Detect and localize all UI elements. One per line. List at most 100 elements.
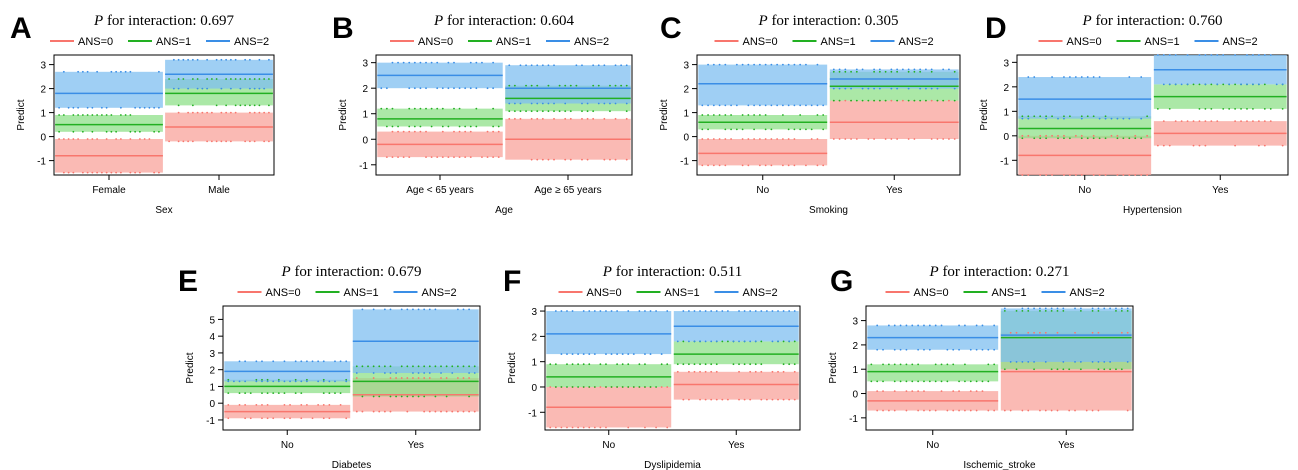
data-point — [907, 87, 910, 90]
data-point — [124, 114, 127, 116]
data-point — [942, 68, 945, 71]
data-point — [934, 324, 937, 327]
data-point — [1168, 83, 1171, 86]
plot-frame — [544, 305, 801, 431]
data-point — [554, 363, 557, 366]
data-point — [710, 340, 713, 343]
data-point — [632, 353, 635, 355]
data-point — [328, 380, 331, 383]
data-point — [513, 102, 516, 105]
data-point — [930, 87, 933, 90]
data-point — [334, 360, 336, 363]
data-point — [701, 114, 704, 116]
data-point — [878, 99, 881, 102]
data-point — [564, 102, 567, 105]
data-point — [1126, 409, 1129, 412]
data-point — [1252, 107, 1254, 110]
data-point — [110, 130, 113, 133]
data-point — [822, 104, 825, 107]
data-point — [215, 104, 218, 107]
data-point — [1246, 120, 1248, 123]
data-point — [975, 324, 978, 327]
data-point — [560, 386, 563, 388]
data-point — [577, 386, 580, 388]
data-point — [730, 104, 732, 107]
y-tick-label: 1 — [40, 109, 46, 120]
data-point — [730, 138, 732, 140]
data-point — [536, 64, 539, 67]
data-point — [249, 417, 252, 420]
data-point — [861, 87, 864, 90]
data-point — [582, 386, 585, 388]
data-point — [844, 68, 847, 71]
data-point — [1122, 117, 1125, 120]
data-point — [850, 99, 852, 102]
data-point — [771, 310, 774, 312]
data-point — [225, 140, 228, 143]
data-point — [776, 138, 779, 140]
data-point — [289, 380, 291, 383]
data-point — [948, 138, 950, 140]
data-point — [876, 380, 879, 383]
data-point — [1044, 331, 1047, 334]
data-point — [447, 125, 450, 128]
panel-a: A P for interaction: 0.697 ANS=0 ANS=1 ANS=2… — [10, 12, 275, 216]
data-point — [620, 64, 623, 67]
data-point — [391, 156, 394, 159]
data-point — [1092, 115, 1095, 118]
data-point — [58, 138, 60, 140]
data-point — [1027, 307, 1030, 310]
data-point — [553, 102, 555, 105]
data-point — [253, 78, 256, 80]
data-point — [923, 409, 925, 412]
y-tick-label: 1 — [362, 110, 368, 121]
data-point — [1033, 137, 1036, 140]
data-point — [227, 378, 230, 381]
data-point — [385, 87, 388, 90]
data-point — [1097, 309, 1100, 312]
ci-band-ans1 — [377, 108, 503, 127]
data-point — [191, 140, 194, 143]
data-points — [227, 378, 348, 395]
data-point — [1051, 115, 1053, 118]
data-point — [525, 110, 527, 113]
data-point — [1103, 307, 1106, 310]
data-point — [987, 363, 990, 366]
data-point — [810, 138, 813, 140]
data-point — [911, 324, 914, 327]
data-point — [758, 114, 761, 116]
data-point — [649, 353, 652, 355]
data-point — [397, 130, 399, 133]
data-point — [936, 138, 939, 140]
data-point — [440, 372, 442, 374]
data-point — [380, 107, 383, 110]
legend-label: ANS=1 — [344, 287, 379, 299]
data-points — [380, 107, 500, 128]
ci-band-ans1 — [546, 364, 672, 387]
data-point — [191, 78, 194, 80]
data-point — [1120, 307, 1123, 310]
data-point — [581, 117, 583, 120]
data-point — [566, 353, 568, 355]
plot-frame — [1016, 54, 1289, 176]
data-point — [732, 340, 735, 343]
data-point — [1027, 361, 1030, 363]
data-point — [777, 398, 779, 401]
data-point — [536, 102, 539, 105]
data-point — [1074, 361, 1076, 363]
panel-letter: G — [830, 265, 853, 298]
data-point — [925, 99, 927, 102]
data-point — [58, 130, 60, 133]
data-point — [603, 64, 606, 67]
data-point — [1097, 368, 1100, 371]
data-point — [964, 380, 966, 383]
data-point — [707, 114, 709, 116]
data-point — [513, 84, 516, 87]
data-point — [428, 308, 431, 311]
data-point — [873, 99, 876, 102]
data-point — [1068, 174, 1071, 176]
data-point — [577, 363, 580, 366]
data-point — [571, 426, 574, 429]
data-point — [873, 87, 876, 90]
data-point — [423, 410, 426, 413]
